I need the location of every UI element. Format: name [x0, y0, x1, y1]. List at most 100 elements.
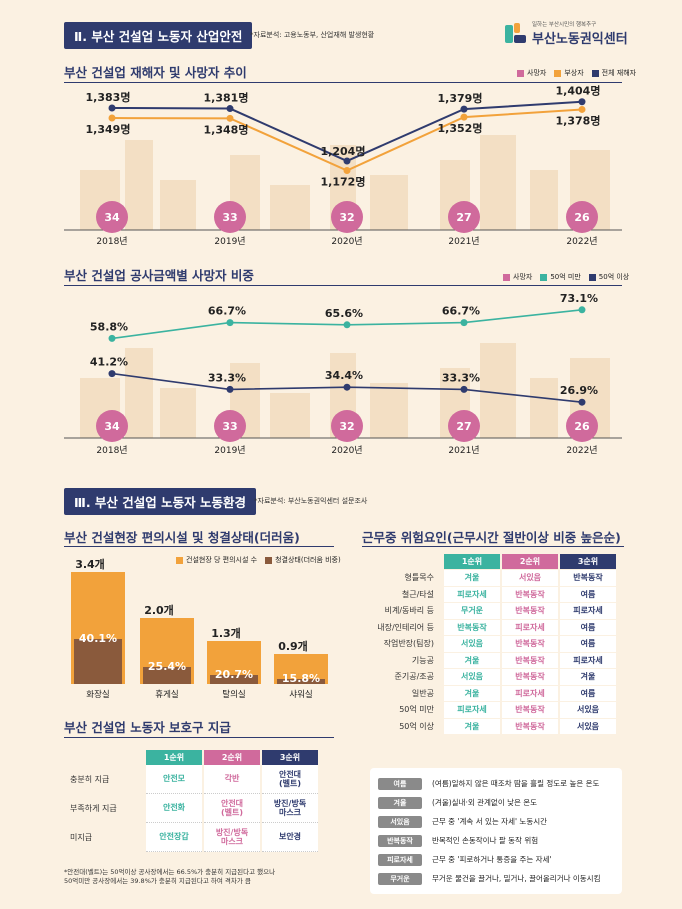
risk-row: 준기공/조공 서있음 반복동작 겨울	[364, 669, 616, 685]
chart1-x-tick: 2020년	[331, 236, 362, 247]
risk-cell: 여름	[560, 636, 616, 652]
protect-cell: 안전장갑	[146, 823, 202, 852]
under50-label: 73.1%	[560, 292, 598, 305]
section2-title: Ⅱ. 부산 건설업 노동자 산업안전	[64, 22, 253, 49]
total-point	[226, 105, 234, 113]
protect-footnote: *안전대(벨트)는 50억이상 공사장에서는 66.5%가 충분히 지급된다고 …	[64, 868, 275, 886]
death-bubble-label: 33	[222, 211, 237, 224]
under50-point	[226, 319, 234, 327]
legend-label-dirty: 청결상태(더러움 비중)	[275, 556, 341, 564]
facility-category-label: 휴게실	[155, 690, 179, 700]
chart2-x-tick: 2018년	[96, 445, 127, 456]
protect-cell: 안전대 (벨트)	[204, 794, 260, 823]
injury-point	[343, 166, 351, 174]
risk-row: 내장/인테리어 등 반복동작 피로자세 여름	[364, 619, 616, 635]
legend-label-facility: 건설현장 당 편의시설 수	[186, 556, 258, 564]
chart2-x-tick: 2021년	[448, 445, 479, 456]
protect-table: 1순위 2순위 3순위 충분히 지급 안전모 각반 안전대 (벨트) 부족하게 지급 안전…	[64, 750, 320, 852]
chart1-x-tick: 2021년	[448, 236, 479, 247]
risk-cell: 피로자세	[444, 586, 500, 602]
chart1-title: 부산 건설업 재해자 및 사망자 추이	[64, 65, 247, 80]
risk-cell: 반복동작	[502, 603, 558, 619]
death-bubble	[331, 201, 363, 233]
risk-cell: 반복동작	[502, 702, 558, 718]
glossary-row: 겨울 (겨울)실내·외 관계없이 낮은 온도	[378, 793, 614, 812]
death-bubble	[566, 201, 598, 233]
death-bubble-label: 26	[574, 420, 590, 433]
risk-header-2: 2순위	[502, 554, 558, 569]
death-bubble	[566, 410, 598, 442]
protect-cell: 방진/방독 마스크	[204, 823, 260, 852]
risk-corner	[364, 554, 442, 569]
risk-header-1: 1순위	[444, 554, 500, 569]
death-bubble	[214, 201, 246, 233]
under50-label: 58.8%	[90, 320, 128, 333]
skyline-building	[160, 388, 196, 438]
facility-legend: 건설현장 당 편의시설 수 청결상태(더러움 비중)	[176, 555, 341, 565]
risk-row: 일반공 겨울 피로자세 여름	[364, 685, 616, 701]
over50-point	[578, 398, 586, 406]
risk-row-label: 철근/타설	[401, 589, 434, 599]
protect-corner	[66, 750, 144, 765]
protect-cell: 안전화	[146, 794, 202, 823]
under50-point	[460, 319, 468, 327]
risk-row: 50억 이상 겨울 반복동작 서있음	[364, 718, 616, 734]
protect-cell: 안전모	[146, 765, 202, 794]
risk-cell: 반복동작	[444, 619, 500, 635]
over50-point	[226, 385, 234, 393]
risk-cell: 서있음	[560, 702, 616, 718]
protect-row-label: 충분히 지급	[70, 774, 110, 784]
over50-label: 34.4%	[325, 369, 363, 382]
injury-point	[226, 114, 234, 122]
over50-label: 33.3%	[208, 371, 246, 384]
total-point	[460, 105, 468, 113]
chart1-plot: 1,383명 1,381명 1,204명 1,379명 1,404명 1,349명 1,34…	[64, 84, 622, 247]
dirty-bar	[210, 675, 258, 684]
facility-category-label: 화장실	[86, 690, 110, 700]
glossary-desc: 근무 중 '피로하거나 통증을 주는 자세'	[432, 855, 552, 864]
protect-row-label: 부족하게 지급	[70, 803, 117, 813]
total-label: 1,404명	[556, 84, 601, 98]
protect-title: 부산 건설업 노동자 보호구 지급	[64, 720, 231, 735]
risk-cell: 여름	[560, 685, 616, 701]
glossary-tag: 여름	[378, 777, 422, 790]
legend-label-under50: 50억 미만	[550, 273, 581, 281]
over50-point	[460, 385, 468, 393]
logo: 일하는 부산시민의 행복추구 부산노동권익센터	[505, 20, 628, 47]
risk-row-label: 내장/인테리어 등	[377, 622, 434, 632]
death-bubble	[331, 410, 363, 442]
under50-point	[578, 306, 586, 314]
dirty-pct-label: 15.8%	[281, 672, 321, 686]
risk-cell: 반복동작	[502, 718, 558, 734]
glossary-row: 여름 (여름)일하지 않은 때조차 땀을 흘릴 정도로 높은 온도	[378, 774, 614, 793]
chart1-x-tick: 2022년	[566, 236, 597, 247]
legend-swatch-total	[591, 69, 599, 77]
facility-rule	[64, 546, 334, 547]
facility-category-label: 탈의실	[222, 690, 246, 700]
risk-cell: 여름	[560, 586, 616, 602]
death-bubble	[448, 201, 480, 233]
dirty-pct-label: 20.7%	[214, 668, 254, 682]
risk-cell: 반복동작	[502, 586, 558, 602]
risk-row-label: 준기공/조공	[394, 672, 435, 682]
dirty-bar	[143, 667, 191, 684]
risk-row-label: 일반공	[411, 688, 434, 698]
chart1-rule	[64, 82, 622, 83]
injury-label: 1,352명	[438, 121, 483, 135]
chart2-rule	[64, 285, 622, 286]
glossary-row: 무거운 무거운 물건을 끌거나, 밀거나, 끌어올리거나 이동시킴	[378, 869, 614, 888]
risk-row: 형틀목수 겨울 서있음 반복동작	[364, 570, 616, 586]
glossary-desc: 무거운 물건을 끌거나, 밀거나, 끌어올리거나 이동시킴	[432, 874, 601, 883]
protect-cell: 보안경	[262, 823, 318, 852]
skyline-building	[530, 378, 558, 438]
skyline-building	[125, 140, 153, 230]
risk-header-3: 3순위	[560, 554, 616, 569]
dirty-bar	[277, 679, 325, 684]
risk-row-label: 비계/동바리 등	[384, 606, 434, 616]
risk-row: 비계/동바리 등 무거운 반복동작 피로자세	[364, 603, 616, 619]
risk-cell: 서있음	[560, 718, 616, 734]
total-label: 1,204명	[321, 144, 366, 158]
risk-cell: 겨울	[444, 718, 500, 734]
facility-count-label: 3.4개	[75, 558, 105, 571]
protect-row: 미지급 안전장갑 방진/방독 마스크 보안경	[66, 823, 318, 852]
